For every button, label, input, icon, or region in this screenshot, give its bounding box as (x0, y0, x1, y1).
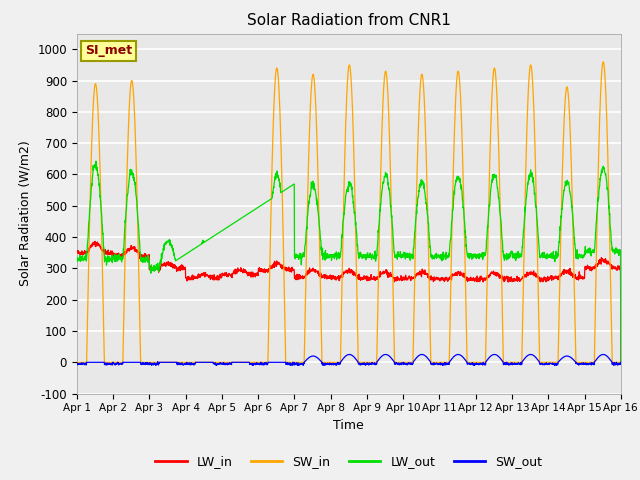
Legend: LW_in, SW_in, LW_out, SW_out: LW_in, SW_in, LW_out, SW_out (150, 450, 547, 473)
X-axis label: Time: Time (333, 419, 364, 432)
Title: Solar Radiation from CNR1: Solar Radiation from CNR1 (247, 13, 451, 28)
Y-axis label: Solar Radiation (W/m2): Solar Radiation (W/m2) (19, 141, 32, 287)
Text: SI_met: SI_met (85, 44, 132, 58)
